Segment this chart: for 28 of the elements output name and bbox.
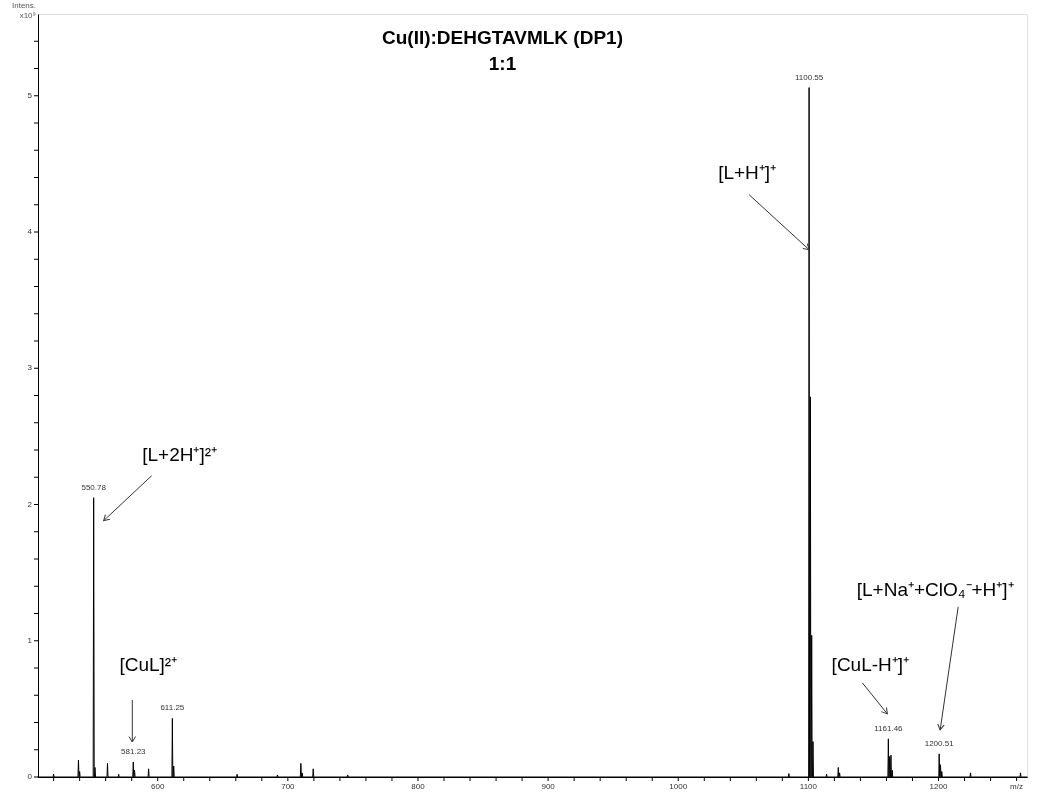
x-tick-label: 1200: [929, 782, 948, 791]
annotation: [L+H⁺]⁺: [718, 161, 777, 183]
annotation: 611.25: [160, 703, 185, 713]
annotation: [CuL]²⁺: [119, 654, 178, 676]
y-tick-label: 5: [27, 90, 33, 100]
text: 1:1: [488, 53, 517, 74]
x-axis-title: m/z: [1010, 782, 1023, 791]
y-tick-label: 4: [27, 227, 33, 236]
x-tick-label: 1000: [669, 782, 688, 791]
y-tick-label: 1: [27, 635, 33, 645]
y-tick-label: 2: [27, 499, 33, 509]
annotation: [L+2H⁺]²⁺: [142, 443, 218, 465]
annotation: 1161.46: [874, 723, 904, 733]
y-tick-label: 3: [27, 363, 33, 373]
x-tick-label: 600: [151, 782, 165, 791]
y-tick-label: 0: [27, 772, 33, 781]
annotation: [CuL-H⁺]⁺: [831, 653, 910, 675]
x-tick-label: 1100: [799, 782, 818, 791]
x-tick-label: 700: [281, 782, 296, 791]
x-tick-label: 800: [411, 782, 426, 791]
x-tick-label: 900: [541, 782, 556, 791]
annotation: 581.23: [121, 747, 147, 757]
y-axis-title: Intens. x10⁹: [11, 1, 36, 20]
text: Cu(II):DEHGTAVMLK (DP1): [382, 27, 623, 48]
annotation: 1200.51: [924, 738, 955, 748]
annotation: 1100.55: [794, 72, 824, 82]
annotation: 550.78: [81, 482, 107, 492]
annotation: [L+Na⁺+ClO₄⁻+H⁺]⁺: [856, 578, 1014, 600]
